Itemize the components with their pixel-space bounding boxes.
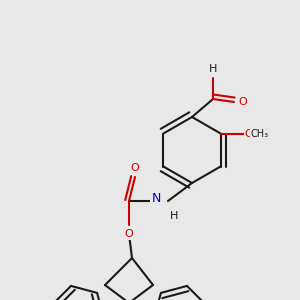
Text: O: O xyxy=(130,163,140,173)
Text: N: N xyxy=(151,191,161,205)
Text: O: O xyxy=(245,128,254,139)
Text: O: O xyxy=(238,97,247,107)
Text: O: O xyxy=(124,229,134,239)
Text: H: H xyxy=(209,64,217,74)
Text: H: H xyxy=(170,211,178,221)
Text: CH₃: CH₃ xyxy=(250,128,268,139)
